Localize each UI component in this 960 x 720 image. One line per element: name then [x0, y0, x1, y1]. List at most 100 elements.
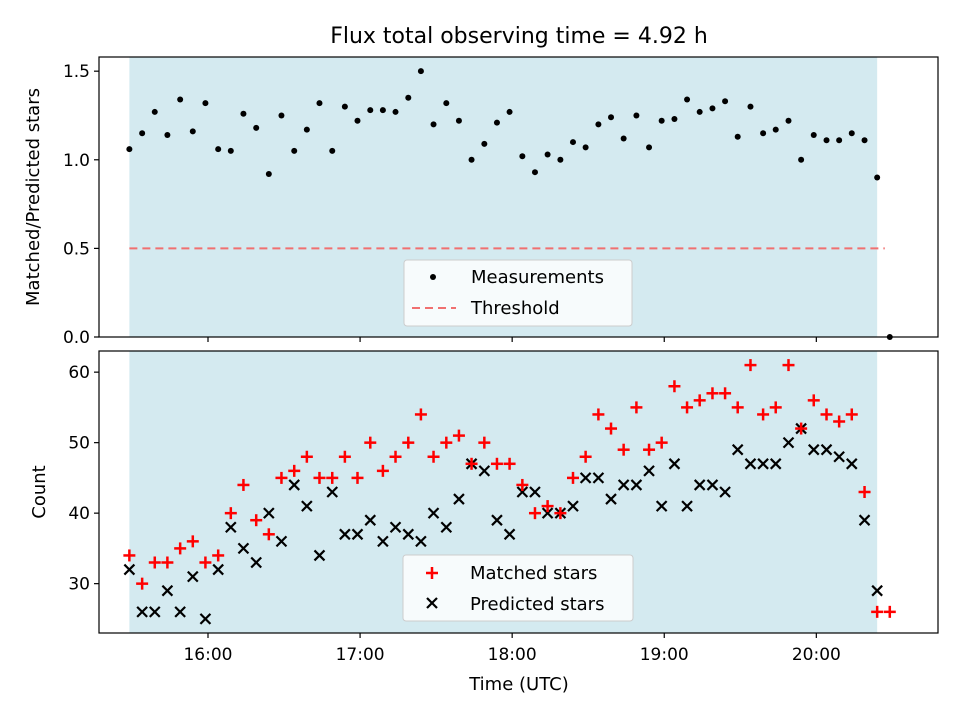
measurement-point	[316, 100, 323, 107]
predicted-stroke	[187, 570, 199, 583]
predicted-star-point	[237, 542, 250, 555]
measurement-point	[734, 133, 741, 140]
measurement-point	[354, 117, 361, 124]
predicted-star-point	[605, 493, 617, 505]
measurement-point	[646, 144, 653, 151]
top-y-axis-label: Matched/Predicted stars	[23, 88, 44, 306]
matched-star-point	[199, 556, 212, 569]
matched-star-point	[541, 500, 554, 513]
predicted-stroke	[161, 584, 174, 597]
predicted-stroke	[858, 514, 871, 526]
predicted-stroke	[769, 458, 782, 470]
measurement-point	[722, 98, 729, 105]
measurement-point	[481, 140, 488, 147]
predicted-stroke	[643, 465, 655, 477]
matched-star-point	[490, 457, 503, 470]
y-tick-label: 0.0	[63, 328, 90, 348]
matched-star-point	[795, 422, 808, 435]
top-y-axis: 0.0 0.5 1.0 1.5	[63, 62, 99, 348]
x-tick-label: 17:00	[336, 645, 385, 665]
predicted-star-point	[845, 458, 858, 470]
y-tick-label: 30	[68, 575, 90, 595]
y-tick-label: 1.0	[63, 151, 90, 171]
x-tick-label: 16:00	[183, 645, 232, 665]
predicted-star-point	[351, 528, 364, 541]
measurement-point	[265, 170, 272, 177]
top-panel: 0.0 0.5 1.0 1.5 Matched/Predicted stars Mea…	[23, 56, 939, 348]
predicted-star-point	[440, 521, 453, 534]
predicted-star-point	[339, 528, 351, 541]
predicted-star-point	[807, 443, 820, 456]
matched-star-point	[833, 415, 846, 428]
matched-star-point	[566, 471, 579, 484]
predicted-star-point	[579, 472, 592, 484]
predicted-star-point	[136, 606, 148, 618]
predicted-star-point	[402, 528, 415, 541]
matched-star-point	[605, 422, 618, 435]
measurement-point	[557, 156, 564, 163]
matched-star-point	[402, 436, 415, 449]
legend-threshold-label: Threshold	[470, 298, 560, 319]
top-plot-frame	[98, 56, 939, 338]
measurement-point	[468, 156, 475, 163]
measurement-points	[126, 68, 893, 340]
measurement-point	[303, 126, 310, 133]
predicted-stroke	[275, 535, 288, 548]
predicted-stroke	[301, 500, 313, 512]
measurement-point	[329, 147, 336, 154]
top-legend-box	[403, 259, 633, 327]
predicted-stroke	[212, 563, 224, 576]
predicted-star-point	[364, 514, 377, 526]
predicted-stroke	[630, 479, 643, 491]
measurement-point	[620, 135, 627, 142]
measurement-point	[836, 137, 843, 144]
measurement-point	[823, 137, 830, 144]
predicted-stroke	[225, 521, 237, 534]
predicted-stroke	[833, 450, 845, 463]
predicted-stroke	[655, 500, 668, 512]
measurement-point	[772, 126, 779, 133]
predicted-star-point	[377, 535, 389, 548]
predicted-star-point	[225, 521, 237, 534]
predicted-star-point	[161, 584, 174, 597]
measurement-point	[874, 174, 881, 181]
matched-star-point	[643, 443, 656, 456]
chart-title: Flux total observing time = 4.92 h	[330, 24, 708, 49]
bottom-panel: 30 40 50 60 16:00 17:00 18:00 19:00 20:00 Count…	[29, 350, 939, 695]
predicted-star-point	[250, 556, 262, 569]
matched-star-point	[719, 387, 732, 400]
matched-star-point	[630, 401, 643, 414]
measurement-point	[531, 169, 538, 176]
matched-star-point	[693, 394, 706, 407]
predicted-stroke	[719, 486, 731, 498]
matched-star-point	[668, 380, 681, 393]
predicted-stroke	[529, 486, 541, 498]
predicted-star-point	[820, 443, 833, 456]
predicted-star-point	[567, 500, 579, 512]
predicted-stroke	[668, 458, 681, 470]
measurement-point	[519, 153, 526, 160]
matched-star-point	[440, 436, 453, 449]
x-tick-label: 19:00	[640, 645, 689, 665]
predicted-star-point	[326, 486, 339, 498]
top-x-ticks	[207, 337, 817, 342]
matched-star-point	[123, 549, 136, 562]
predicted-star-point	[643, 465, 655, 477]
x-axis-label: Time (UTC)	[468, 674, 569, 695]
predicted-star-point	[516, 486, 529, 498]
predicted-stroke	[377, 535, 389, 548]
predicted-stroke	[579, 472, 592, 484]
legend-predicted-marker	[426, 597, 438, 609]
y-tick-label: 50	[68, 434, 90, 454]
predicted-stroke	[123, 563, 136, 576]
matched-star-point	[465, 457, 478, 470]
predicted-star-point	[592, 472, 605, 484]
y-tick-label: 1.5	[63, 62, 90, 82]
measurement-point	[405, 94, 412, 101]
predicted-stroke	[731, 443, 744, 456]
predicted-star-point	[858, 514, 871, 526]
matched-star-point	[757, 408, 770, 421]
predicted-star-point	[301, 500, 313, 512]
matched-star-point	[174, 542, 187, 555]
